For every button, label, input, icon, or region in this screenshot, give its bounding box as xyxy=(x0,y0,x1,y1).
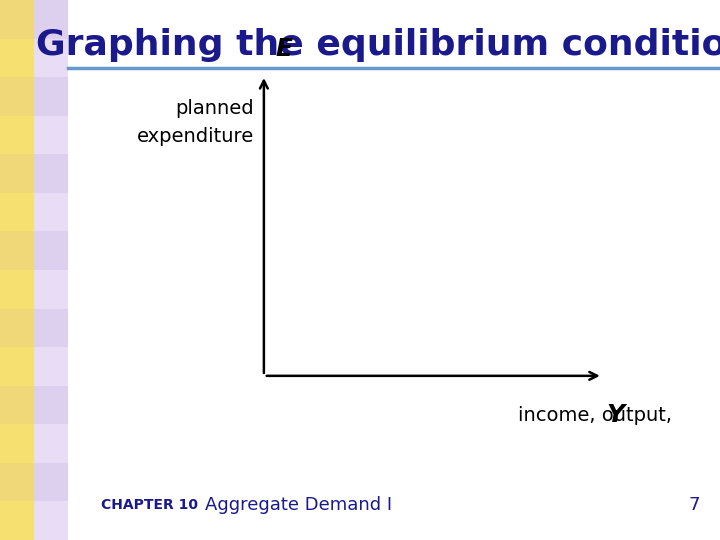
Bar xyxy=(35,232,68,270)
Bar xyxy=(0,502,35,540)
Text: Y: Y xyxy=(606,403,624,427)
Bar xyxy=(35,77,68,116)
Text: CHAPTER 10: CHAPTER 10 xyxy=(101,498,198,512)
Bar xyxy=(35,116,68,154)
Text: Aggregate Demand I: Aggregate Demand I xyxy=(205,496,392,514)
Bar xyxy=(35,502,68,540)
Bar xyxy=(0,232,35,270)
Text: planned
expenditure: planned expenditure xyxy=(137,99,254,146)
Bar xyxy=(35,270,68,308)
Text: 7: 7 xyxy=(689,496,701,514)
Bar xyxy=(35,424,68,463)
Bar xyxy=(35,386,68,424)
Bar xyxy=(0,193,35,232)
Bar xyxy=(35,38,68,77)
Bar xyxy=(0,308,35,347)
Bar xyxy=(0,116,35,154)
Bar xyxy=(35,0,68,38)
Bar xyxy=(0,0,35,38)
Bar xyxy=(0,77,35,116)
Text: Graphing the equilibrium condition: Graphing the equilibrium condition xyxy=(36,28,720,62)
Bar xyxy=(0,386,35,424)
Text: E: E xyxy=(276,37,293,61)
Bar xyxy=(35,347,68,386)
Bar xyxy=(35,154,68,193)
Bar xyxy=(0,424,35,463)
Bar xyxy=(0,347,35,386)
Bar xyxy=(0,463,35,502)
Bar xyxy=(0,154,35,193)
Bar xyxy=(35,193,68,232)
Text: income, output,: income, output, xyxy=(518,407,672,426)
Bar xyxy=(35,463,68,502)
Bar xyxy=(0,38,35,77)
Bar xyxy=(0,270,35,308)
Bar xyxy=(35,308,68,347)
